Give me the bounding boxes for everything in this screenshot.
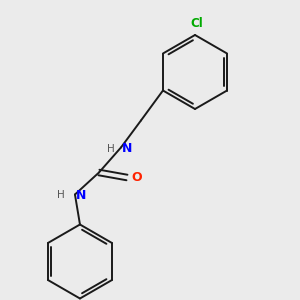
Text: O: O [131, 171, 142, 184]
Text: H: H [57, 190, 65, 200]
Text: N: N [76, 189, 86, 202]
Text: N: N [122, 142, 132, 155]
Text: H: H [107, 143, 115, 154]
Text: Cl: Cl [190, 17, 203, 30]
